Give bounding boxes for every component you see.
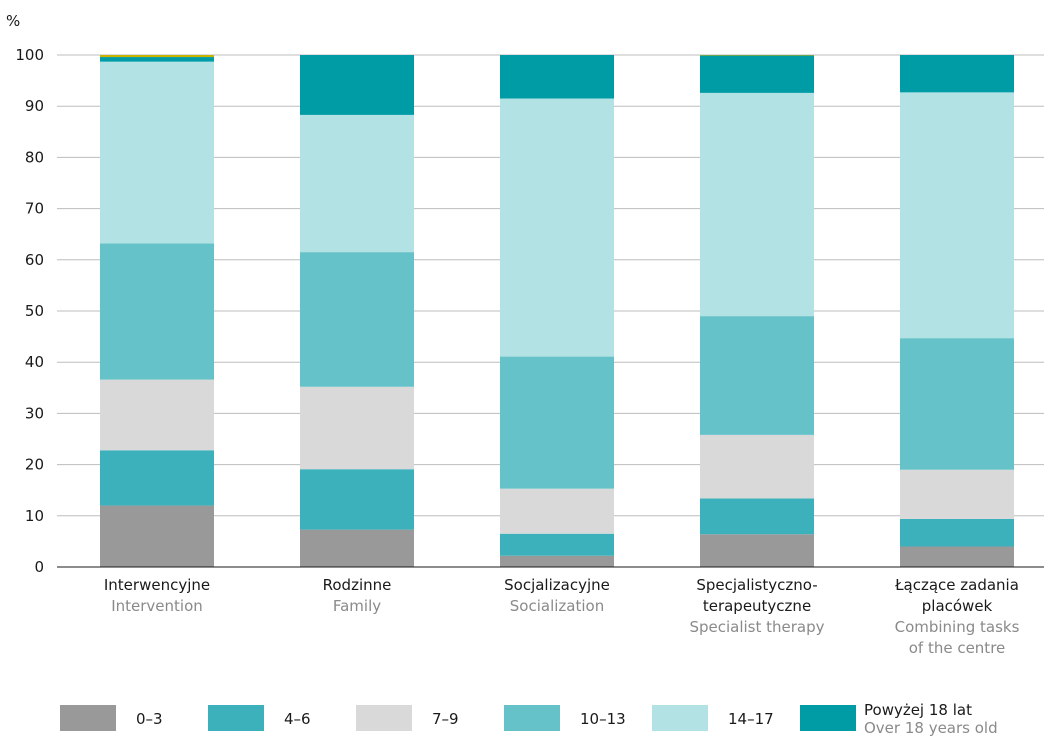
y-tick-label: 100	[15, 46, 44, 64]
x-axis-labels: Interwencyjne Intervention Rodzinne Family S…	[104, 576, 1020, 657]
bar-segment	[500, 55, 614, 99]
bar-segment	[900, 546, 1014, 567]
legend-label: 4–6	[284, 710, 311, 728]
bar-segment	[900, 55, 1014, 93]
bar-segment	[700, 55, 814, 56]
bar-segment	[100, 57, 214, 62]
bar-segment	[900, 469, 1014, 519]
bar-segment	[100, 61, 214, 244]
bar-segment	[700, 92, 814, 317]
bar-segment	[100, 379, 214, 451]
x-category-sublabel: Socialization	[510, 597, 604, 615]
bar-segment	[300, 529, 414, 567]
y-axis-unit-label: %	[6, 12, 20, 30]
y-tick-label: 60	[25, 251, 44, 269]
x-category-sublabel: Combining tasks	[895, 618, 1020, 636]
bar-segment	[900, 92, 1014, 339]
x-category-label: placówek	[922, 597, 993, 615]
x-category-sublabel: Intervention	[111, 597, 203, 615]
y-tick-label: 90	[25, 97, 44, 115]
bar-segment	[300, 114, 414, 253]
x-category-sublabel: Family	[333, 597, 381, 615]
bar-segment	[100, 55, 214, 58]
bar-segment	[500, 98, 614, 357]
bar-segment	[900, 338, 1014, 470]
bar-segment	[100, 450, 214, 506]
y-tick-label: 10	[25, 507, 44, 525]
legend-swatch	[356, 705, 412, 731]
bar-segment	[500, 356, 614, 489]
legend-label: 14–17	[728, 710, 774, 728]
bar-segment	[700, 55, 814, 93]
bar-segment	[700, 434, 814, 499]
bar-segment	[700, 316, 814, 435]
bar-segment	[100, 243, 214, 380]
legend-swatch	[652, 705, 708, 731]
y-tick-label: 40	[25, 353, 44, 371]
legend-swatch	[60, 705, 116, 731]
bar-segment	[300, 55, 414, 115]
y-tick-label: 70	[25, 200, 44, 218]
legend-sublabel: Over 18 years old	[864, 719, 998, 737]
legend-label: Powyżej 18 lat	[864, 701, 972, 719]
x-category-sublabel: Specialist therapy	[689, 618, 824, 636]
legend-label: 0–3	[136, 710, 163, 728]
legend-swatch	[504, 705, 560, 731]
legend-label: 7–9	[432, 710, 459, 728]
x-category-label: terapeutyczne	[703, 597, 811, 615]
bar-segment	[300, 386, 414, 470]
bar-segment	[500, 533, 614, 556]
legend-swatch	[800, 705, 856, 731]
y-tick-label: 30	[25, 404, 44, 422]
bar-segment	[700, 534, 814, 567]
y-axis-ticks: 0 10 20 30 40 50 60 70 80 90 100	[15, 46, 44, 576]
x-category-sublabel: of the centre	[909, 639, 1006, 657]
bar-segment	[500, 555, 614, 567]
bar-segment	[900, 518, 1014, 547]
x-category-label: Rodzinne	[323, 576, 392, 594]
x-category-label: Interwencyjne	[104, 576, 210, 594]
y-tick-label: 50	[25, 302, 44, 320]
bar-segment	[700, 498, 814, 535]
bar-segment	[100, 505, 214, 567]
y-tick-label: 20	[25, 456, 44, 474]
legend-label: 10–13	[580, 710, 626, 728]
x-category-label: Specjalistyczno-	[696, 576, 817, 594]
y-tick-label: 0	[34, 558, 44, 576]
bar-segment	[500, 488, 614, 534]
bars	[100, 55, 1014, 567]
bar-segment	[300, 252, 414, 387]
x-category-label: Socjalizacyjne	[504, 576, 610, 594]
bar-segment	[300, 469, 414, 530]
y-tick-label: 80	[25, 148, 44, 166]
x-category-label: Łączące zadania	[894, 576, 1019, 594]
legend-swatch	[208, 705, 264, 731]
